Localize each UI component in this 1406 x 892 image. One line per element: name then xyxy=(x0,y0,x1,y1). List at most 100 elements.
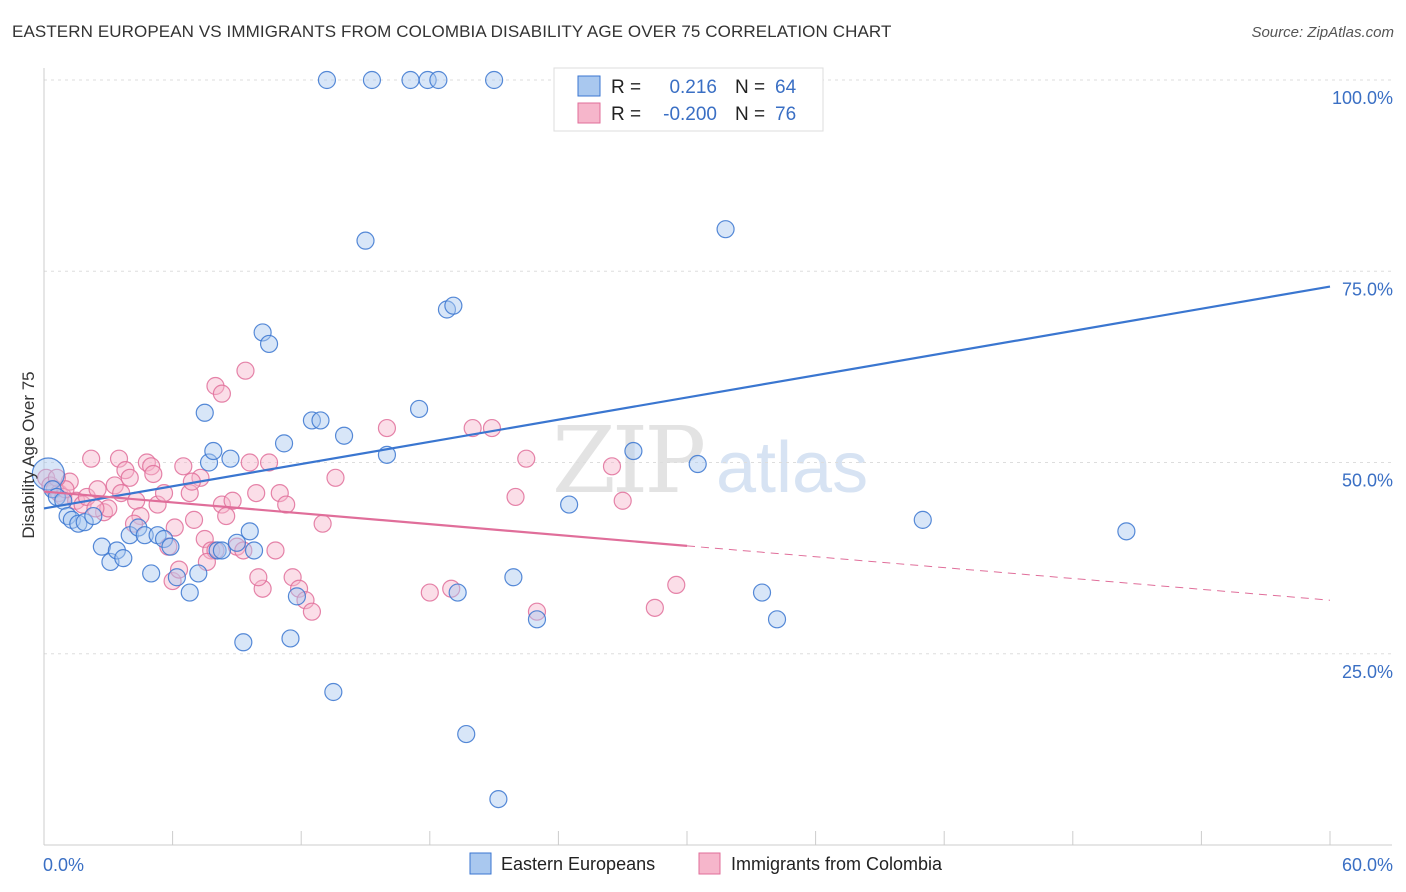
colombia-point xyxy=(420,583,439,602)
colombia-points xyxy=(37,361,686,621)
y-axis-title: Disability Age Over 75 xyxy=(19,371,38,538)
eastern-point xyxy=(212,541,231,560)
eastern-point xyxy=(287,587,307,606)
eastern-point xyxy=(913,510,932,529)
colombia-point xyxy=(217,506,236,526)
eastern-point xyxy=(560,495,579,514)
eastern-point xyxy=(489,789,508,809)
colombia-point xyxy=(270,484,289,503)
colombia-point xyxy=(247,484,266,503)
eastern-point xyxy=(195,403,214,422)
colombia-point xyxy=(326,468,345,487)
eastern-point xyxy=(362,70,382,90)
colombia-point xyxy=(645,598,664,617)
eastern-point xyxy=(317,70,337,90)
legend-r-label-eastern: R = xyxy=(611,77,641,98)
eastern-point xyxy=(167,568,186,587)
colombia-point xyxy=(88,480,107,499)
eastern-point xyxy=(142,564,161,583)
eastern-point xyxy=(204,441,223,461)
colombia-point xyxy=(223,491,242,510)
colombia-point xyxy=(195,529,214,549)
series-legend-label-eastern: Eastern Europeans xyxy=(501,854,655,874)
y-tick-label: 25.0% xyxy=(1342,662,1393,682)
x-tick-labels: 0.0% 60.0% xyxy=(43,855,1393,875)
y-tick-labels: 25.0% 50.0% 75.0% 100.0% xyxy=(1332,88,1393,682)
legend-n-value-colombia: 76 xyxy=(775,104,796,125)
colombia-point xyxy=(463,418,482,438)
axes xyxy=(43,68,1392,846)
eastern-point xyxy=(429,70,448,90)
colombia-point xyxy=(120,468,139,487)
colombia-point xyxy=(259,453,279,472)
eastern-point xyxy=(189,564,208,583)
eastern-point xyxy=(334,426,354,445)
colombia-trend-line xyxy=(43,490,688,547)
eastern-point xyxy=(253,323,272,342)
colombia-point xyxy=(249,568,268,587)
colombia-point xyxy=(165,518,184,537)
series-legend: Eastern Europeans Immigrants from Colomb… xyxy=(469,852,943,875)
legend-swatch-colombia xyxy=(577,102,601,124)
colombia-point xyxy=(109,449,129,468)
watermark-atlas: atlas xyxy=(716,428,868,508)
trend-lines xyxy=(43,285,1331,601)
eastern-point xyxy=(114,549,133,568)
eastern-point xyxy=(448,583,467,602)
eastern-point xyxy=(409,399,429,419)
eastern-point xyxy=(356,231,375,250)
eastern-point xyxy=(767,610,787,629)
eastern-point xyxy=(688,454,707,474)
colombia-point xyxy=(253,579,272,598)
eastern-point xyxy=(324,682,343,702)
stats-legend: R = 0.216 N = 64 R = -0.200 N = 76 xyxy=(553,67,824,132)
eastern-point xyxy=(234,633,253,652)
eastern-point xyxy=(69,514,88,533)
x-tick-min: 0.0% xyxy=(43,855,84,875)
eastern-point xyxy=(624,441,643,461)
chart-title: EASTERN EUROPEAN VS IMMIGRANTS FROM COLO… xyxy=(12,22,892,41)
y-tick-label: 75.0% xyxy=(1342,279,1393,299)
colombia-point xyxy=(236,361,255,380)
colombia-point xyxy=(283,568,302,587)
eastern-point xyxy=(240,522,259,541)
colombia-point xyxy=(240,453,259,472)
eastern-point xyxy=(485,70,504,90)
colombia-point xyxy=(296,591,315,610)
colombia-point xyxy=(47,468,66,487)
eastern-point xyxy=(92,537,111,556)
eastern-points xyxy=(31,70,1136,809)
eastern-point xyxy=(444,296,463,315)
legend-n-value-eastern: 64 xyxy=(775,77,797,98)
series-legend-label-colombia: Immigrants from Colombia xyxy=(731,854,943,874)
eastern-point xyxy=(199,453,219,472)
colombia-point xyxy=(602,457,622,476)
eastern-point xyxy=(227,533,246,552)
eastern-point xyxy=(135,526,154,545)
legend-swatch-eastern xyxy=(577,75,601,97)
eastern-point xyxy=(221,449,240,468)
colombia-point xyxy=(377,418,397,438)
eastern-point xyxy=(418,70,437,90)
eastern-point xyxy=(752,583,772,602)
series-legend-swatch-eastern xyxy=(469,852,492,875)
legend-n-label-colombia: N = xyxy=(735,104,765,125)
colombia-point xyxy=(613,491,632,510)
eastern-point xyxy=(527,610,547,629)
eastern-point xyxy=(1117,522,1136,541)
colombia-trend-extension xyxy=(686,545,1331,601)
source-credit: Source: ZipAtlas.com xyxy=(1251,24,1394,41)
colombia-point xyxy=(313,514,332,533)
y-tick-label: 50.0% xyxy=(1342,471,1393,491)
eastern-point xyxy=(208,541,227,560)
eastern-point xyxy=(161,537,180,556)
eastern-point xyxy=(244,541,264,560)
series-legend-swatch-colombia xyxy=(698,852,721,875)
legend-r-value-eastern: 0.216 xyxy=(669,77,717,98)
colombia-point xyxy=(144,464,163,484)
eastern-point xyxy=(274,434,294,453)
colombia-point xyxy=(482,418,502,438)
colombia-point xyxy=(527,602,547,621)
y-tick-label: 100.0% xyxy=(1332,88,1393,108)
